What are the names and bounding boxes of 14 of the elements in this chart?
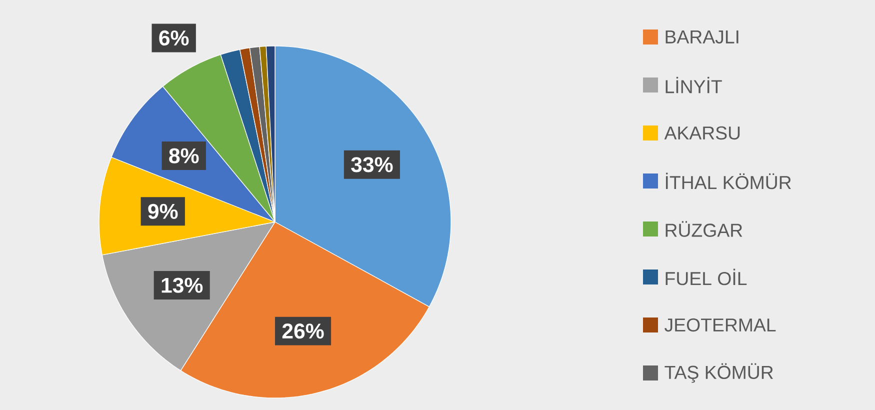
legend-label: FUEL OİL: [666, 268, 747, 286]
legend-label: BARAJLI: [666, 30, 738, 44]
data-label: 33%: [351, 157, 393, 172]
legend-label: TAŞ KÖMÜR: [664, 363, 773, 383]
data-label: 9%: [148, 204, 178, 219]
legend-label: İTHAL KÖMÜR: [666, 172, 791, 190]
legend-label: JEOTERMAL: [664, 318, 776, 332]
data-label: 6%: [159, 30, 189, 46]
data-label: 26%: [282, 324, 324, 339]
data-label: 13%: [162, 278, 203, 293]
legend-label: LİNYİT: [666, 76, 722, 94]
legend-label: AKARSU: [664, 126, 740, 140]
data-label: 8%: [169, 148, 199, 164]
legend-label: RÜZGAR: [666, 221, 742, 237]
